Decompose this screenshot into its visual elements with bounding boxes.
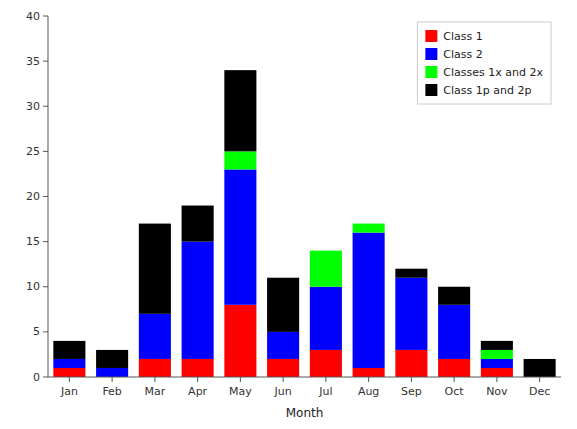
bar-segment bbox=[224, 70, 256, 151]
bar-segment bbox=[139, 359, 171, 377]
bar-segment bbox=[353, 224, 385, 233]
bar-segment bbox=[182, 206, 214, 242]
legend-label: Class 2 bbox=[443, 48, 482, 61]
x-tick bbox=[325, 377, 326, 382]
bar-segment bbox=[310, 350, 342, 377]
bar-segment bbox=[438, 305, 470, 359]
bar-segment bbox=[139, 314, 171, 359]
bar-segment bbox=[96, 368, 128, 377]
legend-swatch bbox=[425, 66, 437, 78]
bar-segment bbox=[310, 250, 342, 251]
y-tick bbox=[43, 196, 48, 197]
bar-segment bbox=[395, 269, 427, 278]
bar-segment bbox=[481, 368, 513, 377]
legend-label: Class 1p and 2p bbox=[443, 84, 531, 97]
legend-swatch bbox=[425, 30, 437, 42]
x-tick-label: Mar bbox=[144, 385, 165, 398]
x-tick-label: Sep bbox=[401, 385, 422, 398]
bars bbox=[53, 70, 555, 377]
legend-box bbox=[417, 22, 551, 104]
y-tick-label: 0 bbox=[33, 371, 40, 384]
x-tick-label: Jul bbox=[318, 385, 332, 398]
legend-swatch bbox=[425, 84, 437, 96]
x-tick bbox=[69, 377, 70, 382]
bar-segment bbox=[481, 350, 513, 359]
bar-segment bbox=[53, 368, 85, 377]
y-tick-label: 10 bbox=[26, 280, 40, 293]
bar-segment bbox=[224, 305, 256, 377]
x-tick bbox=[197, 377, 198, 382]
bar-segment bbox=[310, 287, 342, 350]
legend: Class 1 Class 2 Classes 1x and 2x Class 1p … bbox=[417, 22, 551, 104]
bar-segment bbox=[395, 278, 427, 350]
y-tick bbox=[43, 106, 48, 107]
chart-svg: 0 5 10 15 20 25 30 35 40 Jan Feb Mar Apr May Jun Jul Aug… bbox=[0, 0, 577, 429]
bar-segment bbox=[481, 341, 513, 350]
y-tick-label: 40 bbox=[26, 10, 40, 23]
x-tick-label: Dec bbox=[529, 385, 550, 398]
bar-segment bbox=[267, 359, 299, 377]
bar-segment bbox=[353, 368, 385, 377]
x-tick-label: Feb bbox=[102, 385, 121, 398]
x-tick-label: Apr bbox=[188, 385, 208, 398]
legend-label: Class 1 bbox=[443, 30, 482, 43]
bar-segment bbox=[353, 233, 385, 368]
bar-segment bbox=[267, 332, 299, 359]
bar-segment bbox=[139, 224, 171, 314]
bar-segment bbox=[438, 287, 470, 305]
bar-segment bbox=[438, 359, 470, 377]
x-tick-label: Oct bbox=[445, 385, 465, 398]
axes: 0 5 10 15 20 25 30 35 40 Jan Feb Mar Apr May Jun Jul Aug… bbox=[26, 10, 561, 399]
y-tick bbox=[43, 377, 48, 378]
bar-segment bbox=[481, 359, 513, 368]
bar-segment bbox=[524, 359, 556, 377]
bar-segment bbox=[53, 359, 85, 368]
y-tick-label: 20 bbox=[26, 190, 40, 203]
bar-segment bbox=[53, 341, 85, 359]
bar-segment bbox=[267, 278, 299, 332]
y-tick bbox=[43, 241, 48, 242]
x-tick bbox=[283, 377, 284, 382]
y-tick bbox=[43, 61, 48, 62]
x-tick-label: Jun bbox=[274, 385, 292, 398]
x-axis-label: Month bbox=[286, 406, 324, 420]
bar-segment bbox=[224, 151, 256, 169]
x-tick-label: Nov bbox=[486, 385, 508, 398]
x-tick bbox=[411, 377, 412, 382]
y-tick-label: 15 bbox=[26, 235, 40, 248]
legend-swatch bbox=[425, 48, 437, 60]
x-tick bbox=[454, 377, 455, 382]
bar-segment bbox=[224, 169, 256, 304]
y-tick-label: 30 bbox=[26, 100, 40, 113]
bar-segment bbox=[182, 359, 214, 377]
bar-segment bbox=[310, 251, 342, 287]
x-tick bbox=[240, 377, 241, 382]
x-tick bbox=[496, 377, 497, 382]
bar-segment bbox=[395, 350, 427, 377]
x-tick-label: Jan bbox=[60, 385, 78, 398]
x-tick bbox=[112, 377, 113, 382]
y-tick bbox=[43, 331, 48, 332]
x-tick-label: Aug bbox=[358, 385, 379, 398]
bar-segment bbox=[182, 242, 214, 359]
bar-segment bbox=[353, 223, 385, 224]
legend-label: Classes 1x and 2x bbox=[443, 66, 543, 79]
x-tick bbox=[368, 377, 369, 382]
x-tick-label: May bbox=[229, 385, 252, 398]
x-axis-line bbox=[48, 377, 561, 378]
y-tick-label: 5 bbox=[33, 325, 40, 338]
y-tick bbox=[43, 16, 48, 17]
chart-container: 0 5 10 15 20 25 30 35 40 Jan Feb Mar Apr May Jun Jul Aug… bbox=[0, 0, 577, 429]
y-tick bbox=[43, 286, 48, 287]
x-tick bbox=[539, 377, 540, 382]
y-tick-label: 25 bbox=[26, 145, 40, 158]
y-tick bbox=[43, 151, 48, 152]
y-tick-label: 35 bbox=[26, 55, 40, 68]
bar-segment bbox=[96, 350, 128, 368]
x-tick bbox=[154, 377, 155, 382]
